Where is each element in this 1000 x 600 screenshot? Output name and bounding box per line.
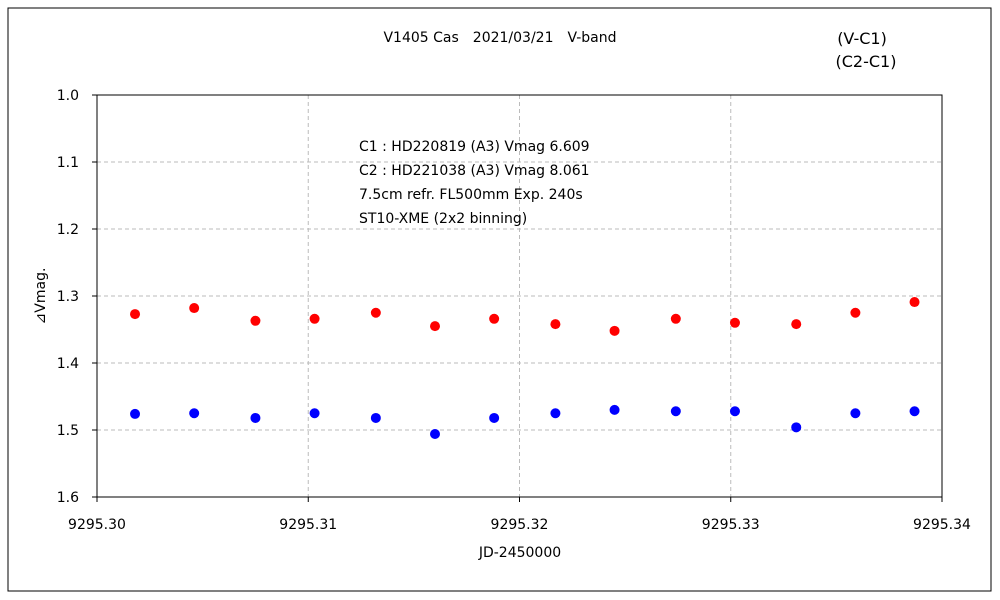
point-c2-c1 (609, 404, 620, 415)
point-v-c1 (430, 321, 440, 332)
legend-c2-c1: (C2-C1) (836, 52, 897, 71)
point-c2-c1 (370, 412, 381, 423)
point-v-c1 (609, 325, 620, 336)
chart-border (7, 7, 992, 592)
point-c2-c1 (189, 408, 200, 419)
y-tick-label: 1.5 (57, 423, 79, 439)
point-c2-c1 (489, 412, 500, 423)
point-c2-c1 (791, 422, 802, 433)
point-c2-c1 (670, 406, 681, 417)
point-v-c1 (309, 313, 320, 324)
x-tick-label: 9295.33 (702, 517, 760, 533)
point-v-c1 (550, 319, 561, 330)
y-axis-label: ⊿Vmag. (33, 268, 49, 325)
point-c2-c1 (850, 408, 861, 419)
point-c2-c1 (729, 406, 740, 417)
y-tick-label: 1.1 (57, 155, 79, 171)
x-tick-label: 9295.34 (913, 517, 971, 533)
point-c2-c1 (309, 408, 320, 419)
point-c2-c1 (130, 408, 141, 419)
point-c2-c1 (250, 412, 261, 423)
x-tick-label: 9295.30 (68, 517, 126, 533)
chart-title: V1405 Cas 2021/03/21 V-band (383, 30, 616, 46)
x-tick-label: 9295.31 (279, 517, 337, 533)
x-tick-label: 9295.32 (491, 517, 549, 533)
annotation-line-2: C2 : HD221038 (A3) Vmag 8.061 (359, 163, 590, 179)
y-tick-label: 1.3 (57, 289, 79, 305)
point-v-c1 (370, 307, 381, 318)
annotation-line-1: C1 : HD220819 (A3) Vmag 6.609 (359, 139, 590, 155)
point-v-c1 (250, 315, 261, 326)
point-c2-c1 (430, 429, 440, 440)
point-c2-c1 (550, 408, 561, 419)
point-v-c1 (670, 313, 681, 324)
x-axis-label: JD-2450000 (478, 545, 561, 561)
annotation-line-3: 7.5cm refr. FL500mm Exp. 240s (359, 187, 583, 203)
point-c2-c1 (909, 406, 920, 417)
y-tick-label: 1.0 (57, 88, 79, 104)
point-v-c1 (130, 309, 141, 320)
y-tick-label: 1.4 (57, 356, 79, 372)
point-v-c1 (489, 313, 500, 324)
legend-v-c1: (V-C1) (837, 29, 887, 48)
point-v-c1 (909, 297, 920, 308)
point-v-c1 (729, 317, 740, 328)
y-tick-label: 1.6 (57, 490, 79, 506)
point-v-c1 (189, 303, 200, 314)
point-v-c1 (850, 307, 861, 318)
y-tick-label: 1.2 (57, 222, 79, 238)
annotation-line-4: ST10-XME (2x2 binning) (359, 211, 527, 227)
point-v-c1 (791, 319, 802, 330)
